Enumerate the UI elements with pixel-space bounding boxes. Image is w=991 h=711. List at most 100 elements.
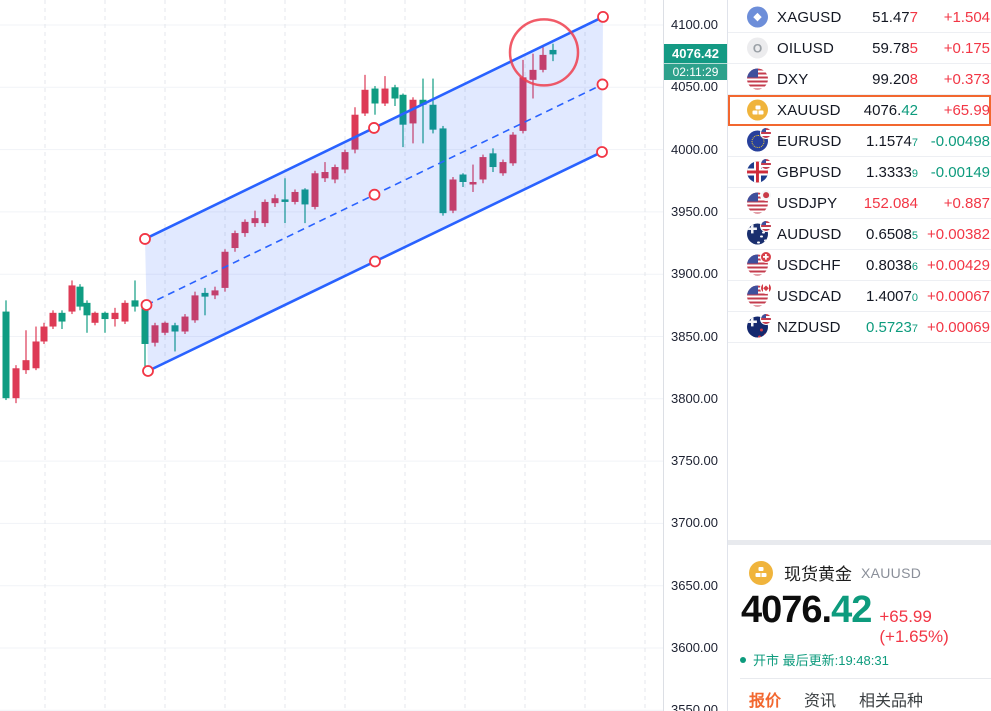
instrument-detail-panel: 现货黄金 XAUUSD 4076. 42 +65.99 (+1.65%) 开市 最… [728, 545, 991, 711]
us-icon [747, 189, 772, 215]
symbol-label: USDCAD [777, 287, 842, 305]
uk-icon [747, 158, 772, 184]
symbol-change: +0.00069 [927, 318, 990, 336]
symbol-label: USDJPY [777, 194, 838, 212]
watchlist-row-audusd[interactable]: AUDUSD 0.65085 +0.00382 [728, 219, 991, 250]
axis-tick-label: 3600.00 [671, 640, 718, 655]
instrument-name: 现货黄金 [784, 565, 852, 584]
symbol-label: USDCHF [777, 256, 841, 274]
nz-icon [747, 313, 772, 339]
ch-flag-icon [760, 251, 772, 263]
axis-tick-label: 3800.00 [671, 390, 718, 406]
axis-tick-label: 4100.00 [671, 17, 718, 32]
axis-tick-label: 3950.00 [671, 203, 718, 219]
symbol-change: +65.99 [943, 101, 990, 119]
instrument-header: 现货黄金 XAUUSD [740, 560, 991, 585]
market-status-text: 开市 最后更新:19:48:31 [753, 653, 889, 668]
axis-tick-label: 3700.00 [671, 515, 718, 531]
instrument-price-row: 4076. 42 +65.99 (+1.65%) [740, 589, 991, 647]
ca-flag-icon [760, 282, 772, 294]
axis-tick-label: 3900.00 [671, 266, 718, 282]
gold-icon [749, 560, 773, 585]
price-axis[interactable]: 4100.00 4050.00 4000.00 3950.00 3900.00 3850.… [663, 0, 727, 711]
symbol-price: 152.084 [863, 194, 918, 212]
watchlist-row-usdjpy[interactable]: USDJPY 152.084 +0.887 [728, 188, 991, 219]
symbol-label: XAGUSD [777, 8, 842, 26]
watchlist-row-xagusd[interactable]: XAGUSD 51.477 +1.504 [728, 2, 991, 33]
candlestick-chart[interactable] [0, 0, 663, 711]
eu-icon [747, 127, 772, 153]
us-flag-icon [760, 220, 772, 232]
panel-divider [728, 540, 991, 545]
watchlist-row-usdcad[interactable]: USDCAD 1.40070 +0.00067 [728, 281, 991, 312]
market-status: 开市 最后更新:19:48:31 [740, 650, 991, 669]
axis-tick-label: 3850.00 [671, 328, 718, 344]
symbol-label: DXY [777, 70, 809, 88]
us-flag-icon [760, 158, 772, 170]
symbol-label: AUDUSD [777, 225, 842, 243]
instrument-code: XAUUSD [861, 564, 922, 581]
axis-tick-label: 3750.00 [671, 453, 718, 469]
symbol-price: 1.33339 [865, 163, 918, 181]
big-price-main: 4076. [741, 589, 832, 631]
us-flag-icon [760, 313, 772, 325]
symbol-change: -0.00149 [930, 163, 990, 181]
symbol-change: +1.504 [943, 8, 990, 26]
symbol-price: 1.15747 [865, 132, 918, 150]
symbol-price: 59.785 [872, 39, 918, 57]
silver-icon [747, 5, 771, 29]
symbol-price: 0.57237 [865, 318, 918, 336]
watchlist-row-nzdusd[interactable]: NZDUSD 0.57237 +0.00069 [728, 312, 991, 343]
us-icon [747, 251, 772, 277]
market-open-dot-icon [740, 656, 746, 663]
last-price-badge: 4076.42 02:11:29 [664, 44, 727, 81]
watchlist-row-oilusd[interactable]: OILUSD 59.785 +0.175 [728, 33, 991, 64]
symbol-label: NZDUSD [777, 318, 841, 336]
us-flag-icon [760, 127, 772, 139]
gold-icon [747, 98, 771, 122]
symbol-price: 1.40070 [865, 287, 918, 305]
watchlist: XAGUSD 51.477 +1.504 OILUSD 59.785 +0.175 DXY 9… [728, 0, 991, 343]
axis-tick-label: 3550.00 [671, 702, 718, 711]
axis-tick-label: 4000.00 [671, 141, 718, 157]
us-icon [747, 67, 771, 91]
bar-countdown: 02:11:29 [664, 63, 727, 81]
symbol-price: 51.477 [872, 8, 918, 26]
watchlist-row-dxy[interactable]: DXY 99.208 +0.373 [728, 64, 991, 95]
right-panel: XAGUSD 51.477 +1.504 OILUSD 59.785 +0.175 DXY 9… [727, 0, 991, 711]
price-change: +65.99 (+1.65%) [879, 607, 949, 646]
tab-quotes-active[interactable]: 报价 [749, 693, 782, 710]
au-icon [747, 220, 772, 246]
symbol-label: GBPUSD [777, 163, 842, 181]
watchlist-row-gbpusd[interactable]: GBPUSD 1.33339 -0.00149 [728, 157, 991, 188]
symbol-change: +0.00067 [927, 287, 990, 305]
chart-section: 4100.00 4050.00 4000.00 3950.00 3900.00 3850.… [0, 0, 727, 711]
big-price-fraction: 42 [831, 589, 872, 631]
symbol-price: 4076.42 [863, 101, 918, 119]
symbol-change: +0.00382 [927, 225, 990, 243]
symbol-label: XAUUSD [777, 101, 841, 119]
axis-tick-label: 3650.00 [671, 577, 718, 593]
symbol-change: -0.00498 [930, 132, 990, 150]
us-icon [747, 282, 772, 308]
watchlist-row-xauusd[interactable]: XAUUSD 4076.42 +65.99 [728, 95, 991, 126]
oil-icon [747, 36, 771, 60]
symbol-change: +0.175 [943, 39, 990, 57]
jp-flag-icon [760, 189, 772, 201]
tab-资讯[interactable]: 资讯 [804, 693, 837, 710]
watchlist-row-eurusd[interactable]: EURUSD 1.15747 -0.00498 [728, 126, 991, 157]
symbol-label: OILUSD [777, 39, 835, 57]
symbol-change: +0.373 [943, 70, 990, 88]
tab-相关品种[interactable]: 相关品种 [859, 693, 924, 710]
watchlist-empty-area [728, 343, 991, 540]
symbol-label: EURUSD [777, 132, 842, 150]
watchlist-row-usdchf[interactable]: USDCHF 0.80386 +0.00429 [728, 250, 991, 281]
symbol-change: +0.887 [943, 194, 990, 212]
last-price-value: 4076.42 [664, 44, 727, 64]
symbol-change: +0.00429 [927, 256, 990, 274]
axis-tick-label: 4050.00 [671, 79, 718, 95]
detail-tabs: 报价 资讯 相关品种 [740, 678, 991, 711]
symbol-price: 99.208 [872, 70, 918, 88]
symbol-price: 0.80386 [865, 256, 918, 274]
